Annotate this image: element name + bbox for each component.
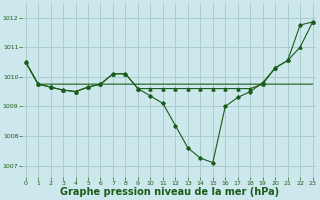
X-axis label: Graphe pression niveau de la mer (hPa): Graphe pression niveau de la mer (hPa)	[60, 187, 279, 197]
